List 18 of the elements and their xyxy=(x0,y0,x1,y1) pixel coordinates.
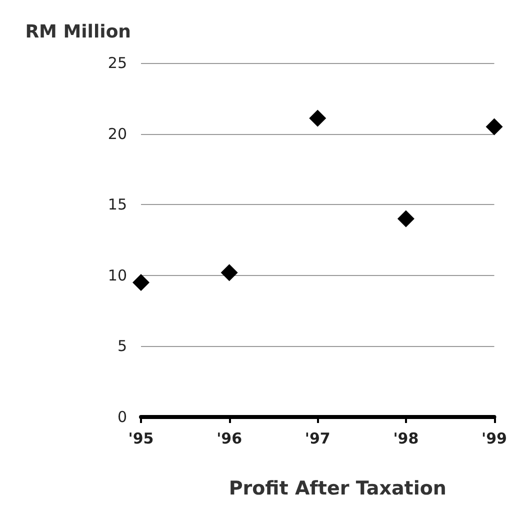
y-tick-label: 25 xyxy=(108,54,127,72)
y-axis-title: RM Million xyxy=(25,22,131,42)
point xyxy=(397,210,414,228)
point xyxy=(309,110,326,127)
y-tick-label: 15 xyxy=(108,196,127,214)
y-tick-label: 5 xyxy=(117,337,127,356)
x-tick-label: '95 xyxy=(128,430,154,448)
y-tick-label: 20 xyxy=(108,124,127,143)
y-tick-label: 0 xyxy=(117,408,127,426)
point xyxy=(220,264,238,282)
y-tick-label: 10 xyxy=(108,266,127,284)
point xyxy=(486,118,503,136)
x-tick-label: '99 xyxy=(482,430,507,448)
x-tick-label: '96 xyxy=(216,430,242,448)
x-axis-title: Profit After Taxation xyxy=(228,478,446,500)
point xyxy=(132,274,150,291)
x-tick-label: '98 xyxy=(393,430,419,448)
x-tick-label: '97 xyxy=(304,430,330,448)
